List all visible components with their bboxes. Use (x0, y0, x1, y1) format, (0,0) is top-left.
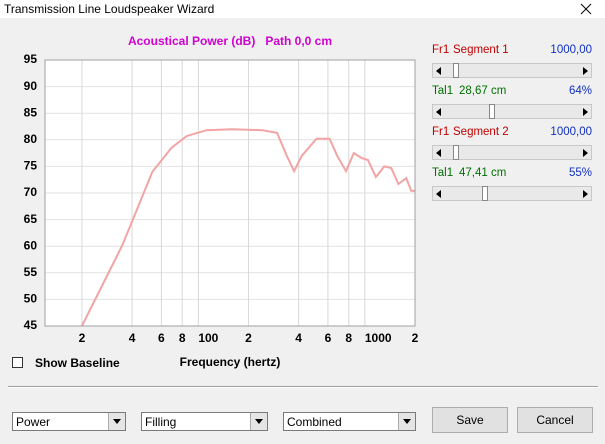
dropdown-value: Combined (287, 415, 342, 429)
y-tick-label: 65 (24, 212, 38, 226)
scrollbar[interactable] (432, 63, 592, 78)
x-tick-label: 100 (198, 331, 218, 345)
y-tick-label: 70 (24, 185, 38, 199)
x-tick-label: 2 (412, 331, 419, 345)
chart-title: Acoustical Power (dB) Path 0,0 cm (128, 34, 332, 48)
row-text: 47,41 cm (459, 167, 507, 179)
x-tick-label: 2 (245, 331, 252, 345)
y-tick-label: 95 (24, 52, 38, 66)
y-tick-label: 50 (24, 292, 38, 306)
row-label: Fr1 (432, 44, 450, 56)
chart: Acoustical Power (dB) Path 0,0 cm Freque… (24, 34, 419, 369)
row-value: 1000,00 (550, 44, 592, 56)
dropdown[interactable]: Filling (141, 412, 268, 431)
title-bar: Transmission Line Loudspeaker Wizard (0, 0, 605, 18)
y-tick-label: 55 (24, 265, 38, 279)
row-value: 1000,00 (550, 126, 592, 138)
save-button[interactable]: Save (432, 407, 508, 433)
scrollbar[interactable] (432, 186, 592, 201)
dropdown[interactable]: Power (12, 412, 126, 431)
checkbox-label[interactable]: Show Baseline (35, 356, 120, 370)
separator (8, 386, 598, 388)
row-label: Tal1 (432, 85, 454, 97)
x-tick-label: 6 (325, 331, 332, 345)
window-title: Transmission Line Loudspeaker Wizard (4, 2, 215, 16)
row-text: 28,67 cm (459, 85, 507, 97)
x-tick-label: 8 (179, 331, 186, 345)
row-value: 64% (568, 85, 592, 97)
y-tick-label: 60 (24, 238, 38, 252)
x-tick-label: 4 (129, 331, 136, 345)
dropdown-value: Power (16, 415, 51, 429)
close-button[interactable] (580, 3, 592, 15)
y-tick-label: 80 (24, 132, 38, 146)
dropdown-value: Filling (145, 415, 177, 429)
y-tick-label: 45 (24, 318, 38, 332)
x-tick-label: 8 (345, 331, 352, 345)
plot-area (44, 59, 416, 327)
y-tick-label: 85 (24, 105, 38, 119)
row-text: Segment 2 (453, 126, 509, 138)
row-value: 55% (568, 167, 592, 179)
data-line (81, 128, 415, 327)
y-tick-label: 75 (24, 159, 38, 173)
row-label: Tal1 (432, 167, 454, 179)
scrollbar[interactable] (432, 104, 592, 119)
x-tick-label: 2 (79, 331, 86, 345)
x-axis-title: Frequency (hertz) (180, 355, 281, 369)
row-text: Segment 1 (453, 44, 509, 56)
checkbox[interactable] (12, 357, 23, 368)
x-tick-label: 4 (295, 331, 302, 345)
x-tick-label: 6 (158, 331, 165, 345)
cancel-button[interactable]: Cancel (517, 407, 593, 433)
y-tick-label: 90 (24, 79, 38, 93)
row-label: Fr1 (432, 126, 450, 138)
dropdown[interactable]: Combined (283, 412, 416, 431)
x-tick-label: 1000 (365, 331, 392, 345)
scrollbar[interactable] (432, 145, 592, 160)
